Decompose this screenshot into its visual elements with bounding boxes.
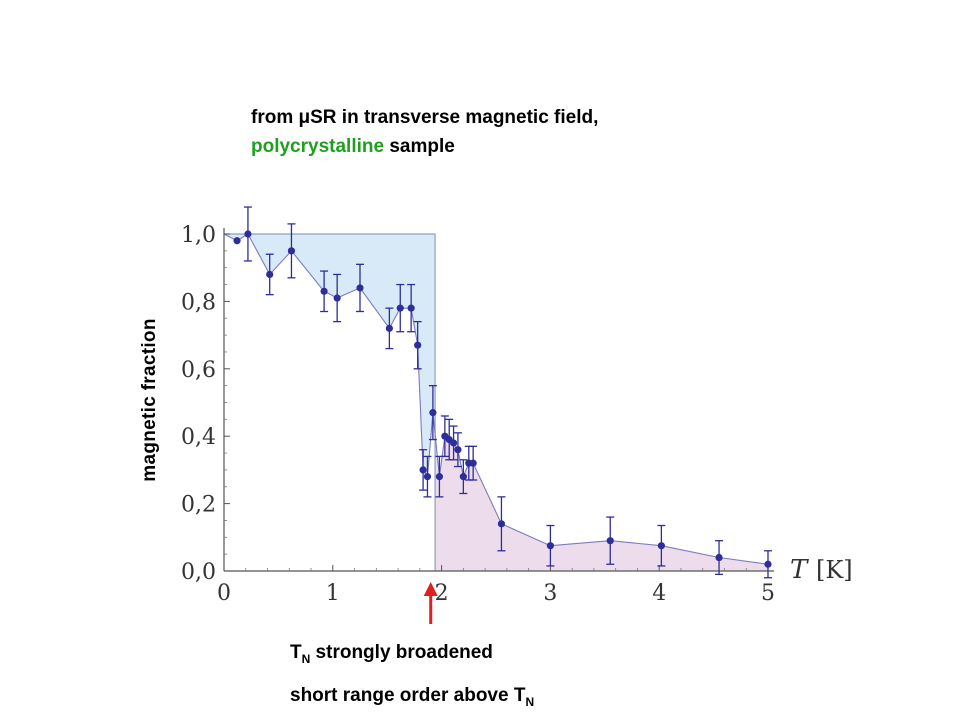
sro-note-sub: N [525, 694, 535, 709]
tn-broadened-note: TN strongly broadened [290, 642, 493, 666]
sro-note-pre: short range order above T [290, 685, 526, 706]
y-tick-label: 0,8 [181, 290, 216, 315]
data-point [407, 304, 415, 312]
data-point [244, 230, 252, 238]
data-point [414, 341, 422, 349]
data-point [657, 542, 665, 550]
data-point [396, 304, 404, 312]
ordered-fraction-area [224, 234, 436, 477]
annotation-title: from μSR in transverse magnetic field, p… [251, 103, 598, 161]
tn-note-pre: T [290, 642, 302, 663]
data-point [454, 446, 462, 454]
data-point [429, 409, 437, 417]
data-point [764, 560, 772, 568]
data-point [459, 473, 467, 481]
x-tick-label: 2 [435, 581, 449, 606]
y-tick-label: 0,4 [181, 425, 216, 450]
y-tick-label: 0,0 [181, 560, 216, 585]
x-tick-label: 5 [761, 581, 775, 606]
x-tick-label: 3 [543, 581, 557, 606]
x-axis-label-symbol: T [790, 555, 809, 585]
data-point [385, 324, 393, 332]
data-point [546, 542, 555, 550]
data-point [266, 270, 274, 279]
short-range-order-note: short range order above TN [290, 685, 534, 709]
data-point [435, 473, 444, 481]
annotation-green-word: polycrystalline [251, 136, 385, 157]
y-tick-label: 0,6 [181, 358, 216, 383]
short-range-area [435, 433, 768, 571]
data-point [333, 294, 341, 302]
tn-arrow-head [423, 582, 438, 596]
data-point [356, 284, 364, 292]
data-point [606, 537, 614, 545]
tn-note-post: strongly broadened [310, 642, 493, 663]
y-tick-label: 0,2 [181, 493, 216, 518]
data-point [449, 439, 458, 447]
x-tick-label: 0 [217, 581, 231, 606]
tn-note-sub: N [301, 651, 311, 666]
x-tick-label: 4 [652, 581, 666, 606]
data-point [715, 553, 723, 562]
annotation-line-2-rest: sample [384, 136, 455, 157]
data-point [423, 473, 432, 481]
x-tick-label: 1 [326, 581, 340, 606]
data-point [287, 247, 296, 255]
x-axis-label-unit: [K] [816, 556, 853, 584]
data-point [469, 459, 477, 467]
annotation-line-2: polycrystalline sample [251, 132, 598, 161]
data-point [233, 237, 241, 245]
annotation-line-1: from μSR in transverse magnetic field, [251, 107, 599, 128]
data-point [419, 466, 427, 474]
y-tick-label: 1,0 [181, 223, 216, 248]
step-outline [224, 233, 436, 571]
data-point [497, 520, 506, 528]
data-point [320, 287, 328, 295]
